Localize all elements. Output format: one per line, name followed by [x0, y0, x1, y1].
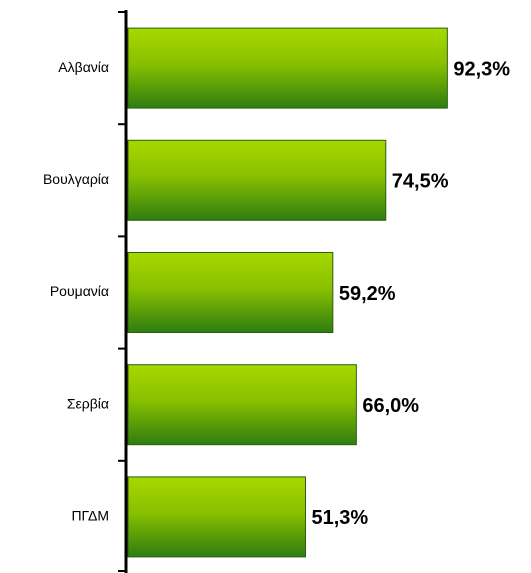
bar: [127, 139, 387, 221]
value-label: 51,3%: [311, 507, 368, 529]
bar: [127, 252, 334, 333]
category-label: Σερβία: [67, 395, 109, 411]
bar: [127, 27, 448, 109]
value-label: 66,0%: [362, 395, 419, 417]
value-label: 92,3%: [453, 58, 510, 80]
category-label: Βουλγαρία: [43, 171, 109, 187]
bar: [127, 364, 357, 446]
category-label: ΠΓΔΜ: [71, 508, 109, 524]
value-label: 74,5%: [392, 171, 449, 193]
category-label: Αλβανία: [58, 59, 109, 75]
bar: [127, 476, 306, 558]
value-label: 59,2%: [339, 283, 396, 305]
category-label: Ρουμανία: [50, 283, 109, 299]
